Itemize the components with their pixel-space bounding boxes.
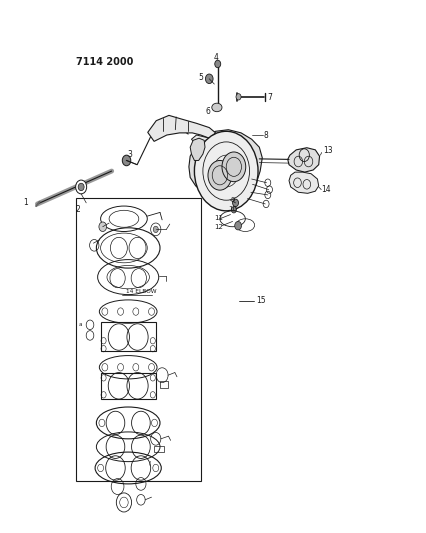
Polygon shape bbox=[188, 130, 262, 200]
Polygon shape bbox=[288, 172, 318, 193]
Text: 1: 1 bbox=[23, 198, 28, 207]
Circle shape bbox=[236, 94, 241, 100]
Text: a: a bbox=[78, 322, 81, 327]
Text: 2: 2 bbox=[75, 205, 80, 214]
Text: 4: 4 bbox=[213, 53, 218, 62]
Polygon shape bbox=[147, 115, 215, 141]
Circle shape bbox=[122, 155, 130, 166]
Bar bbox=[101, 322, 155, 351]
Polygon shape bbox=[190, 138, 204, 160]
Bar bbox=[101, 373, 155, 399]
Text: 14: 14 bbox=[321, 185, 331, 194]
Text: 3: 3 bbox=[127, 150, 132, 159]
Text: 8: 8 bbox=[263, 131, 268, 140]
Circle shape bbox=[99, 222, 106, 231]
Text: 7114 2000: 7114 2000 bbox=[75, 57, 132, 67]
Text: 6: 6 bbox=[204, 107, 210, 116]
Text: 13: 13 bbox=[322, 147, 332, 156]
Bar bbox=[154, 446, 164, 452]
Circle shape bbox=[194, 131, 257, 211]
Text: 14 ELBOW: 14 ELBOW bbox=[126, 289, 156, 294]
Circle shape bbox=[75, 180, 86, 194]
Circle shape bbox=[234, 221, 241, 230]
Circle shape bbox=[153, 226, 158, 232]
Circle shape bbox=[231, 207, 236, 213]
Text: 12: 12 bbox=[214, 224, 223, 230]
Circle shape bbox=[78, 183, 84, 191]
Circle shape bbox=[232, 199, 238, 207]
Text: 7: 7 bbox=[267, 93, 272, 102]
Text: 9: 9 bbox=[230, 197, 234, 203]
Ellipse shape bbox=[211, 103, 222, 112]
Circle shape bbox=[207, 160, 231, 190]
Circle shape bbox=[205, 74, 213, 84]
Text: 11: 11 bbox=[214, 215, 223, 221]
Circle shape bbox=[222, 152, 245, 182]
Text: 10: 10 bbox=[228, 206, 237, 212]
Text: /: / bbox=[149, 460, 151, 465]
Polygon shape bbox=[191, 135, 217, 155]
Text: 5: 5 bbox=[198, 73, 203, 82]
Bar bbox=[160, 381, 168, 389]
Circle shape bbox=[214, 60, 220, 68]
Polygon shape bbox=[287, 148, 319, 172]
Text: 15: 15 bbox=[255, 296, 265, 305]
Bar bbox=[75, 198, 200, 481]
